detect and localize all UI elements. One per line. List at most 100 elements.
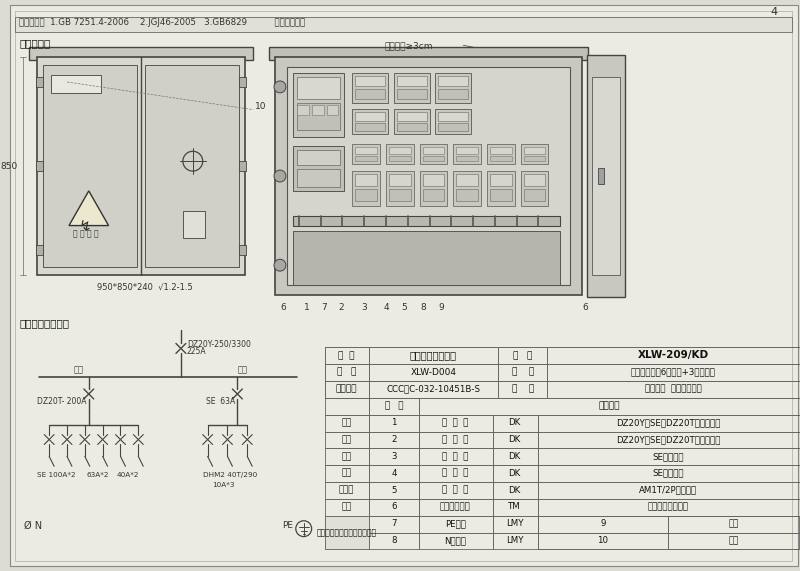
Bar	[456, 189, 478, 201]
Text: 4: 4	[770, 7, 778, 17]
Text: DZ20Y（SE、DZ20T）透明系列: DZ20Y（SE、DZ20T）透明系列	[616, 435, 721, 444]
Bar	[493, 516, 538, 533]
Bar	[422, 174, 444, 186]
Bar	[325, 432, 369, 448]
Bar	[394, 108, 430, 134]
Bar	[297, 103, 340, 131]
Text: 63A*2: 63A*2	[86, 472, 110, 478]
Bar	[239, 77, 246, 87]
Bar	[456, 147, 478, 154]
Bar	[454, 171, 481, 206]
Text: 序   号: 序 号	[385, 401, 403, 411]
Bar	[538, 499, 800, 516]
Bar	[394, 73, 430, 103]
Bar	[454, 144, 481, 164]
Bar	[325, 381, 800, 398]
Text: DK: DK	[509, 485, 521, 494]
Polygon shape	[69, 191, 109, 226]
Bar	[369, 364, 498, 381]
Bar	[30, 47, 254, 60]
Bar	[493, 432, 538, 448]
Bar	[422, 189, 444, 201]
Bar	[239, 161, 246, 171]
Text: 模块加固连接: 模块加固连接	[440, 502, 470, 512]
Bar	[325, 516, 369, 549]
Text: 施工现场  二级分配配电: 施工现场 二级分配配电	[645, 384, 702, 393]
Bar	[547, 364, 800, 381]
Bar	[297, 169, 340, 187]
Text: Ø N: Ø N	[24, 521, 42, 531]
Text: CCC：C-032-10451B-S: CCC：C-032-10451B-S	[386, 384, 481, 393]
Bar	[355, 112, 385, 120]
Bar	[490, 189, 512, 201]
Text: 级分配电箱（6路动力+3路照明）: 级分配电箱（6路动力+3路照明）	[630, 368, 716, 377]
Text: SE透明系列: SE透明系列	[653, 469, 684, 478]
Bar	[325, 415, 369, 432]
Bar	[538, 516, 800, 533]
Bar	[36, 161, 43, 171]
Text: 试验报告: 试验报告	[335, 384, 357, 393]
Bar	[239, 246, 246, 255]
Text: DK: DK	[509, 418, 521, 427]
Text: AM1T/2P透明系列: AM1T/2P透明系列	[639, 485, 698, 494]
Bar	[389, 147, 410, 154]
Bar	[397, 123, 426, 131]
Bar	[386, 171, 414, 206]
Bar	[297, 150, 340, 165]
Text: 壳体与门的软连接: 壳体与门的软连接	[648, 502, 689, 512]
Bar	[435, 108, 471, 134]
Text: 2: 2	[338, 303, 344, 312]
Bar	[352, 73, 388, 103]
Bar	[146, 65, 239, 267]
Bar	[498, 381, 547, 398]
Text: 5: 5	[401, 303, 406, 312]
Text: 线夹: 线夹	[729, 519, 738, 528]
Text: PE: PE	[282, 521, 293, 530]
Text: DZ20Y-250/3300: DZ20Y-250/3300	[187, 340, 250, 348]
Text: LMY: LMY	[506, 536, 523, 545]
Bar	[293, 73, 344, 138]
Text: 标牌: 标牌	[729, 536, 738, 545]
Text: 断  路  器: 断 路 器	[442, 452, 469, 461]
Bar	[493, 415, 538, 432]
Text: XLW-D004: XLW-D004	[410, 368, 457, 377]
Bar	[369, 499, 418, 516]
Bar	[355, 89, 385, 99]
Bar	[38, 57, 246, 275]
Bar	[369, 482, 418, 499]
Text: 10: 10	[598, 536, 608, 545]
Bar	[397, 112, 426, 120]
Bar	[493, 448, 538, 465]
Bar	[326, 104, 338, 115]
Text: 日期: 日期	[341, 502, 351, 512]
Text: 动力: 动力	[74, 365, 84, 374]
Bar	[487, 144, 514, 164]
Bar	[15, 17, 792, 33]
Circle shape	[274, 170, 286, 182]
Bar	[422, 147, 444, 154]
Text: 1: 1	[304, 303, 310, 312]
Text: DZ20T- 200A: DZ20T- 200A	[38, 397, 86, 406]
Bar	[418, 415, 493, 432]
Text: 8: 8	[421, 303, 426, 312]
Bar	[325, 347, 369, 364]
Bar	[389, 156, 410, 161]
Text: DK: DK	[509, 452, 521, 461]
Bar	[297, 77, 340, 99]
Bar	[422, 156, 444, 161]
Text: SE  63A: SE 63A	[206, 397, 235, 406]
Text: 7: 7	[391, 519, 397, 528]
Circle shape	[274, 81, 286, 93]
Text: DHM2 40T/290: DHM2 40T/290	[202, 472, 257, 478]
Bar	[456, 156, 478, 161]
Bar	[269, 47, 588, 60]
Bar	[397, 89, 426, 99]
Text: 现    格: 现 格	[511, 368, 534, 377]
Circle shape	[274, 259, 286, 271]
Bar	[456, 174, 478, 186]
Bar	[355, 156, 377, 161]
Text: 标准化: 标准化	[338, 485, 354, 494]
Bar	[293, 146, 344, 191]
Text: 哈尔滨市龙瑞电气成套设备厂: 哈尔滨市龙瑞电气成套设备厂	[316, 528, 376, 537]
Bar	[438, 89, 468, 99]
